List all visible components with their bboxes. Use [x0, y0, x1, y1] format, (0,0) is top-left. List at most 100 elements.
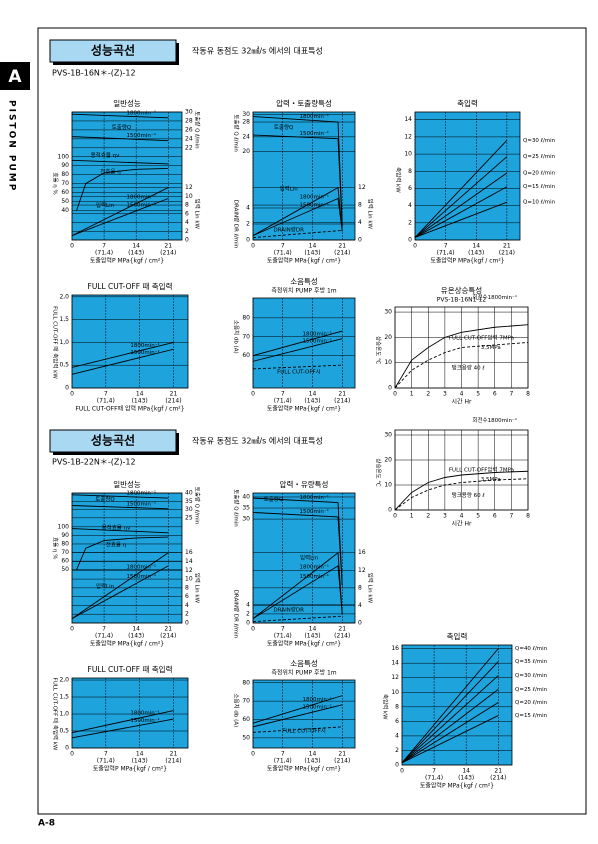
x-tick-label-2: (71,4)	[425, 775, 443, 782]
x-tick-label: 7	[281, 391, 285, 398]
series-label: 1800min⁻¹	[303, 696, 332, 703]
series-label: Q=35 ℓ/min	[515, 659, 548, 665]
x-tick-label: 21	[338, 243, 346, 250]
y-tick-label: 0	[408, 237, 412, 244]
x-tick-label: 3	[443, 513, 447, 520]
x-axis-label: 토출압력P MPa{kgf / cm²}	[420, 782, 494, 790]
x-tick-label: 6	[493, 391, 497, 398]
y-tick-label: 26	[185, 126, 193, 133]
chart: FULL CUT-OFF 때 축입력 0 7 14 21 (71,4) (143) (214)…	[52, 664, 189, 773]
chart-title: 축입력	[457, 99, 478, 108]
y-axis-label: 상승온도 ℃	[375, 336, 383, 364]
x-tick-label: 0	[251, 751, 255, 758]
y-tick-label: 8	[185, 202, 189, 209]
series-label: Q=30 ℓ/min	[523, 138, 556, 144]
series-line	[401, 675, 499, 764]
x-tick-label-2: (143)	[304, 633, 320, 640]
series-line	[414, 172, 508, 238]
model: PVS-1B-16N＊-(Z)-12	[52, 69, 136, 78]
x-tick-label: 8	[526, 513, 530, 520]
y-tick-label: 24	[242, 133, 250, 140]
y-tick-label: 4	[358, 219, 362, 226]
y-tick-label: 0	[185, 620, 189, 627]
y-axis-label: 입력 Lin kW	[367, 573, 375, 604]
plot-area	[71, 677, 189, 749]
series-line	[71, 159, 169, 165]
x-tick-label-2: (143)	[132, 758, 148, 765]
x-axis-label: 토출압력P MPa{kgf / cm²}	[267, 257, 341, 265]
chart-title: 유온상승특성	[441, 285, 482, 295]
y-tick-label: 0	[388, 507, 392, 514]
x-tick-label-2: (214)	[334, 758, 350, 765]
series-line	[71, 718, 174, 739]
x-tick-label: 3	[443, 391, 447, 398]
x-tick-label: 4	[460, 513, 464, 520]
x-tick-label: 7	[104, 751, 108, 758]
chart-title: 일반성능	[113, 99, 141, 108]
x-tick-label: 0	[251, 626, 255, 633]
x-axis-label: 시간 Hr	[452, 520, 472, 528]
y-tick-label: 80	[61, 171, 69, 178]
y-tick-label: 90	[61, 532, 69, 539]
y-tick-label: 30	[384, 432, 392, 439]
y-tick-label: 0	[388, 385, 392, 392]
x-tick-label: 7	[281, 626, 285, 633]
y-tick-label: 4	[395, 732, 399, 739]
y-tick-label: 16	[358, 549, 366, 556]
series-label: Q=20 ℓ/min	[523, 170, 556, 176]
plot-area	[252, 297, 356, 389]
y-tick-label: 10	[185, 193, 193, 200]
chart-title: FULL CUT-OFF 때 축입력	[88, 281, 173, 291]
note: DRAIN량DR	[273, 226, 304, 233]
x-tick-label: 0	[251, 391, 255, 398]
series-line	[401, 648, 499, 764]
series-label: 1800min⁻¹	[130, 709, 159, 716]
heading-box	[49, 39, 177, 63]
series-line	[252, 330, 343, 357]
series-line	[401, 689, 499, 764]
x-tick-label: 7	[104, 391, 108, 398]
y-tick-label: 2	[185, 611, 189, 618]
series-line	[401, 661, 499, 764]
series-line	[414, 201, 508, 238]
y-tick-label: 0,5	[59, 362, 69, 369]
x-tick-label: 0	[70, 391, 74, 398]
y-axis-label: 입력 Lin kW	[194, 573, 202, 604]
series-line	[71, 113, 169, 119]
x-tick-label-2: (143)	[468, 250, 484, 257]
note: 3,5MPa	[481, 477, 501, 483]
y-tick-label: 0	[185, 237, 189, 244]
y-tick-label: 10	[391, 689, 399, 696]
y-tick-label: 50	[61, 198, 69, 205]
chart: 유온상승특성 PVS-1B-16N1-12 0 1 2 3 4 5 6 7 8 시간 Hr 0 10 20 3…	[375, 285, 531, 406]
x-tick-label-2: (143)	[304, 250, 320, 257]
y-tick-label: 25	[185, 514, 193, 521]
x-tick-label: 14	[136, 751, 144, 758]
y-tick-label: 6	[408, 185, 412, 192]
chart: 축입력 0 7 14 21 (71,4) (143) (214)토출압력P MPa{kgf /…	[395, 99, 556, 265]
y-tick-label: 4	[246, 601, 250, 608]
y-axis-label: 소음치 db (A)	[233, 693, 241, 727]
series-line	[394, 478, 529, 511]
series-label: Q=20 ℓ/min	[515, 700, 548, 706]
x-tick-label-2: (214)	[499, 250, 515, 257]
series-label: Q=25 ℓ/min	[523, 154, 556, 160]
series-line	[71, 528, 169, 534]
y-tick-label: 80	[242, 314, 250, 321]
y-tick-label: 50	[61, 566, 69, 573]
y-tick-label: 14	[391, 660, 399, 667]
heading: 성능곡선	[91, 433, 135, 448]
y-tick-label: 20	[384, 334, 392, 341]
series-line	[71, 552, 169, 619]
x-tick-label-2: (143)	[458, 775, 474, 782]
y-tick-label: 80	[242, 679, 250, 686]
series-line	[71, 348, 174, 375]
series-label: 1800min⁻¹	[299, 494, 328, 501]
y-tick-label: 100	[58, 523, 70, 530]
note: 전효율 η	[106, 541, 127, 549]
series-label: 1800min⁻¹	[127, 109, 156, 116]
y-axis-label: 토출량 Q ℓ/min	[233, 114, 241, 152]
x-tick-label: 14	[309, 243, 317, 250]
